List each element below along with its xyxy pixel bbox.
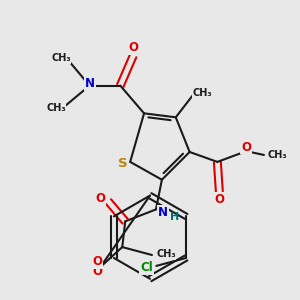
Text: CH₃: CH₃: [193, 88, 212, 98]
Text: O: O: [92, 266, 103, 278]
Text: CH₃: CH₃: [156, 249, 176, 259]
Text: Cl: Cl: [140, 261, 153, 274]
Text: H: H: [170, 212, 179, 222]
Text: O: O: [241, 140, 251, 154]
Text: S: S: [118, 158, 128, 170]
Text: O: O: [92, 256, 103, 268]
Text: N: N: [158, 206, 168, 219]
Text: CH₃: CH₃: [268, 150, 288, 160]
Text: CH₃: CH₃: [46, 103, 66, 113]
Text: O: O: [128, 41, 138, 55]
Text: O: O: [95, 192, 106, 205]
Text: O: O: [214, 193, 224, 206]
Text: N: N: [85, 77, 94, 90]
Text: CH₃: CH₃: [51, 53, 70, 63]
